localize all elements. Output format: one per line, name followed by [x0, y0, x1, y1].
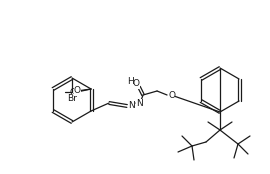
Text: O: O	[73, 86, 80, 96]
Text: Br: Br	[67, 94, 77, 103]
Text: O: O	[69, 89, 76, 97]
Text: N: N	[128, 101, 135, 110]
Text: O: O	[168, 90, 175, 100]
Text: N: N	[136, 98, 143, 108]
Text: H: H	[127, 77, 133, 86]
Text: O: O	[133, 80, 140, 89]
